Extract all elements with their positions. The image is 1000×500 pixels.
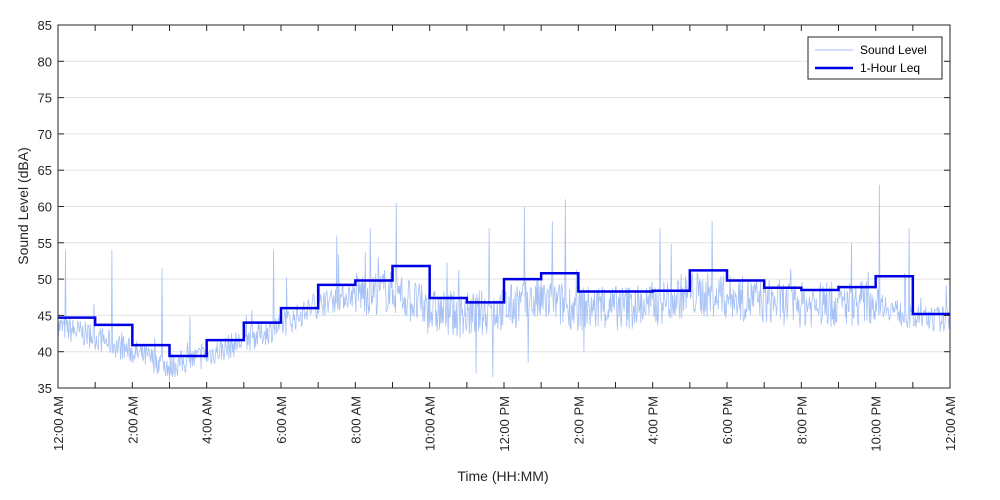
y-tick-label: 85 xyxy=(38,18,52,33)
legend-box xyxy=(807,36,943,80)
x-tick-label: 12:00 AM xyxy=(943,396,958,451)
x-tick-label: 12:00 AM xyxy=(51,396,66,451)
y-tick-label: 35 xyxy=(38,381,52,396)
y-tick-label: 55 xyxy=(38,236,52,251)
x-tick-label: 10:00 PM xyxy=(869,396,884,452)
x-tick-label: 2:00 AM xyxy=(125,396,140,444)
x-tick-label: 2:00 PM xyxy=(571,396,586,444)
x-tick-label: 12:00 PM xyxy=(497,396,512,452)
y-tick-label: 60 xyxy=(38,200,52,215)
x-tick-label: 6:00 AM xyxy=(274,396,289,444)
x-axis-label: Time (HH:MM) xyxy=(457,468,548,484)
x-tick-label: 8:00 AM xyxy=(348,396,363,444)
axes xyxy=(57,24,951,389)
x-tick-label: 6:00 PM xyxy=(720,396,735,444)
x-tick-label: 10:00 AM xyxy=(423,396,438,451)
y-tick-label: 75 xyxy=(38,91,52,106)
legend-label-sound-level: Sound Level xyxy=(860,43,927,57)
legend-label-1-hour-leq: 1-Hour Leq xyxy=(860,61,920,75)
x-axis-tick-labels: 12:00 AM 2:00 AM 4:00 AM 6:00 AM 8:00 AM 10:0… xyxy=(51,396,958,452)
y-tick-label: 80 xyxy=(38,54,52,69)
y-tick-label: 40 xyxy=(38,345,52,360)
y-axis-tick-labels: 35 40 45 50 55 60 65 70 75 80 85 xyxy=(38,18,52,396)
leq-step-line xyxy=(58,264,950,358)
x-tick-label: 4:00 AM xyxy=(200,396,215,444)
y-tick-label: 70 xyxy=(38,127,52,142)
y-tick-label: 65 xyxy=(38,163,52,178)
y-tick-label: 45 xyxy=(38,308,52,323)
y-axis-label: Sound Level (dBA) xyxy=(15,147,31,265)
x-tick-label: 4:00 PM xyxy=(646,396,661,444)
y-tick-label: 50 xyxy=(38,272,52,287)
legend: Sound Level 1-Hour Leq xyxy=(807,36,943,80)
plot-frame xyxy=(57,24,951,389)
x-tick-label: 8:00 PM xyxy=(794,396,809,444)
hourly-leq-series xyxy=(58,264,950,358)
